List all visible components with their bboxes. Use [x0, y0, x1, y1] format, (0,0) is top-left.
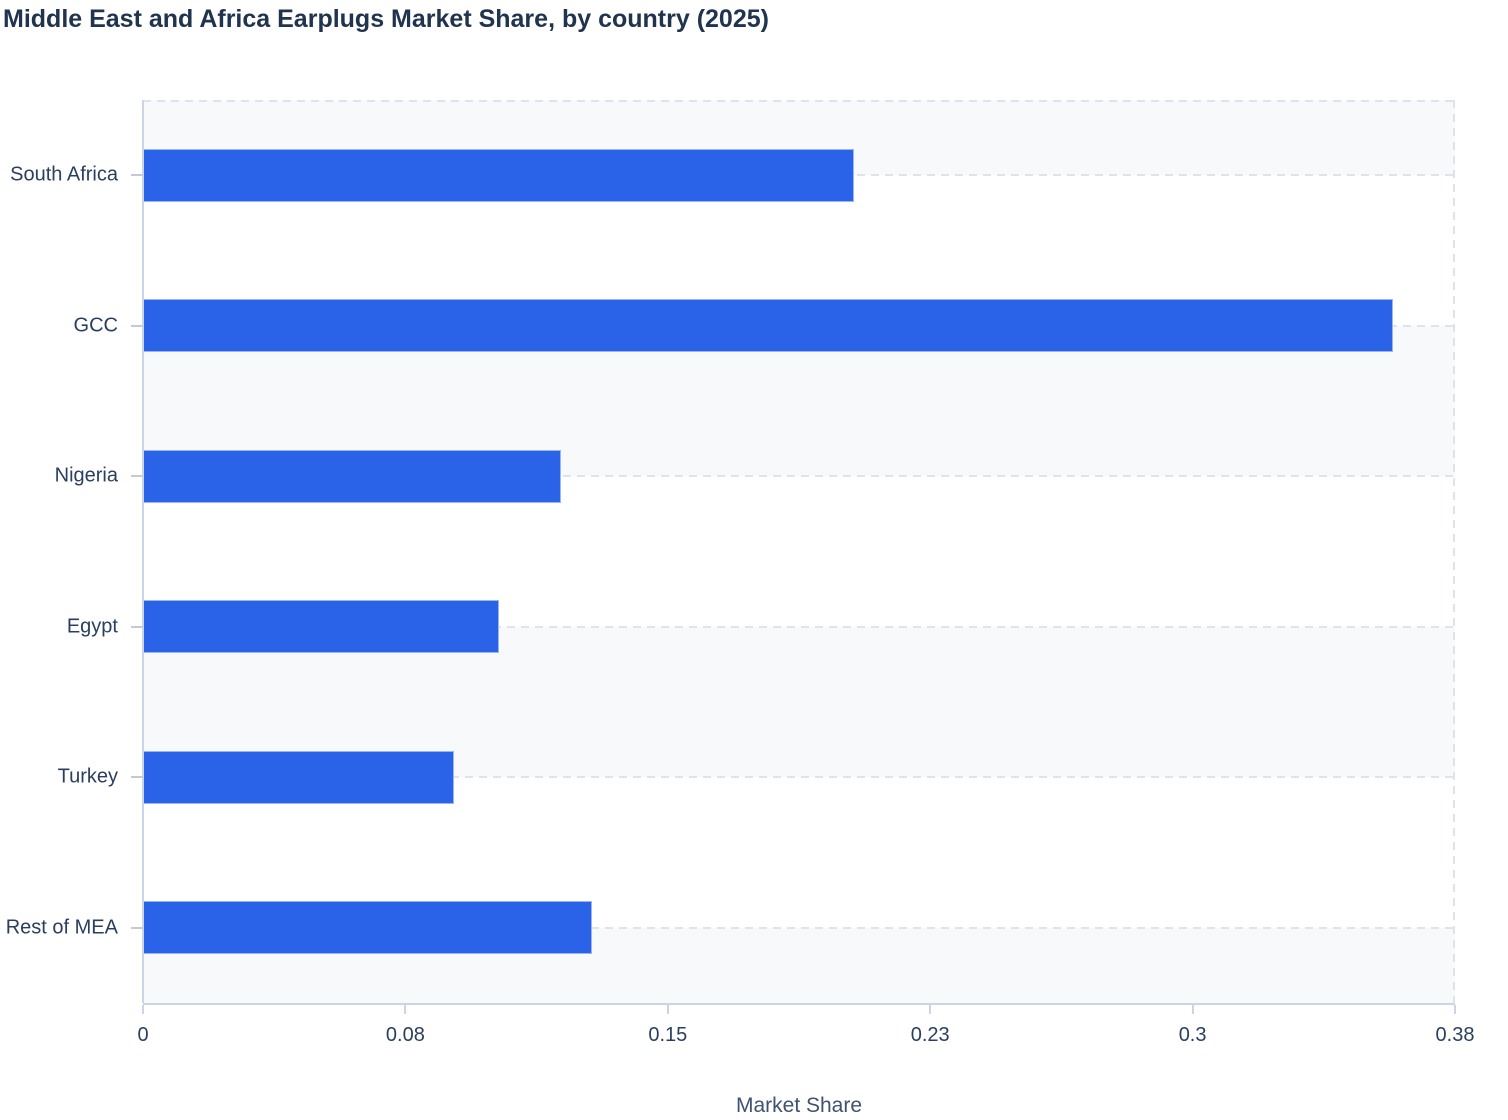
y-tick-mark [131, 776, 143, 779]
category-gridline [143, 475, 1455, 478]
y-axis-line [142, 100, 144, 1003]
x-tick-label: 0.38 [1435, 1024, 1475, 1046]
bar-turkey[interactable] [143, 750, 454, 804]
x-tick-mark [1191, 1005, 1194, 1014]
bar-south-africa[interactable] [143, 148, 854, 202]
chart-title: Middle East and Africa Earplugs Market S… [3, 5, 769, 33]
x-tick-label: 0.08 [385, 1024, 425, 1046]
category-gridline [143, 625, 1455, 628]
x-tick-mark [929, 1005, 932, 1014]
x-axis-title: Market Share [735, 1094, 863, 1117]
x-tick-label: 0.15 [648, 1024, 688, 1046]
category-gridline [143, 776, 1455, 779]
plot-right-border [1453, 100, 1455, 1003]
y-tick-mark [131, 475, 143, 478]
bar-gcc[interactable] [143, 299, 1393, 353]
bar-rest-of-mea[interactable] [143, 901, 592, 955]
y-tick-mark [131, 174, 143, 177]
x-axis-line [143, 1003, 1455, 1005]
y-axis-label: Nigeria [54, 464, 118, 487]
x-tick-label: 0.3 [1178, 1024, 1207, 1046]
y-tick-mark [131, 625, 143, 628]
category-gridline [143, 926, 1455, 929]
x-tick-mark [1454, 1005, 1456, 1014]
y-axis-label: South Africa [10, 163, 118, 186]
x-tick-label: 0.23 [910, 1024, 950, 1046]
y-tick-mark [131, 324, 143, 327]
y-tick-mark [131, 926, 143, 929]
x-tick-mark [404, 1005, 407, 1014]
plot-area[interactable] [143, 100, 1455, 1003]
y-axis-label: GCC [73, 314, 118, 337]
y-axis-label: Egypt [66, 615, 118, 638]
bar-egypt[interactable] [143, 600, 499, 654]
x-tick-mark [666, 1005, 669, 1014]
y-axis-label: Turkey [57, 765, 118, 788]
bar-nigeria[interactable] [143, 449, 561, 503]
y-axis-label: Rest of MEA [5, 916, 118, 939]
x-tick-mark [142, 1005, 144, 1014]
x-tick-label: 0 [137, 1024, 149, 1046]
plot-top-border [143, 100, 1455, 102]
